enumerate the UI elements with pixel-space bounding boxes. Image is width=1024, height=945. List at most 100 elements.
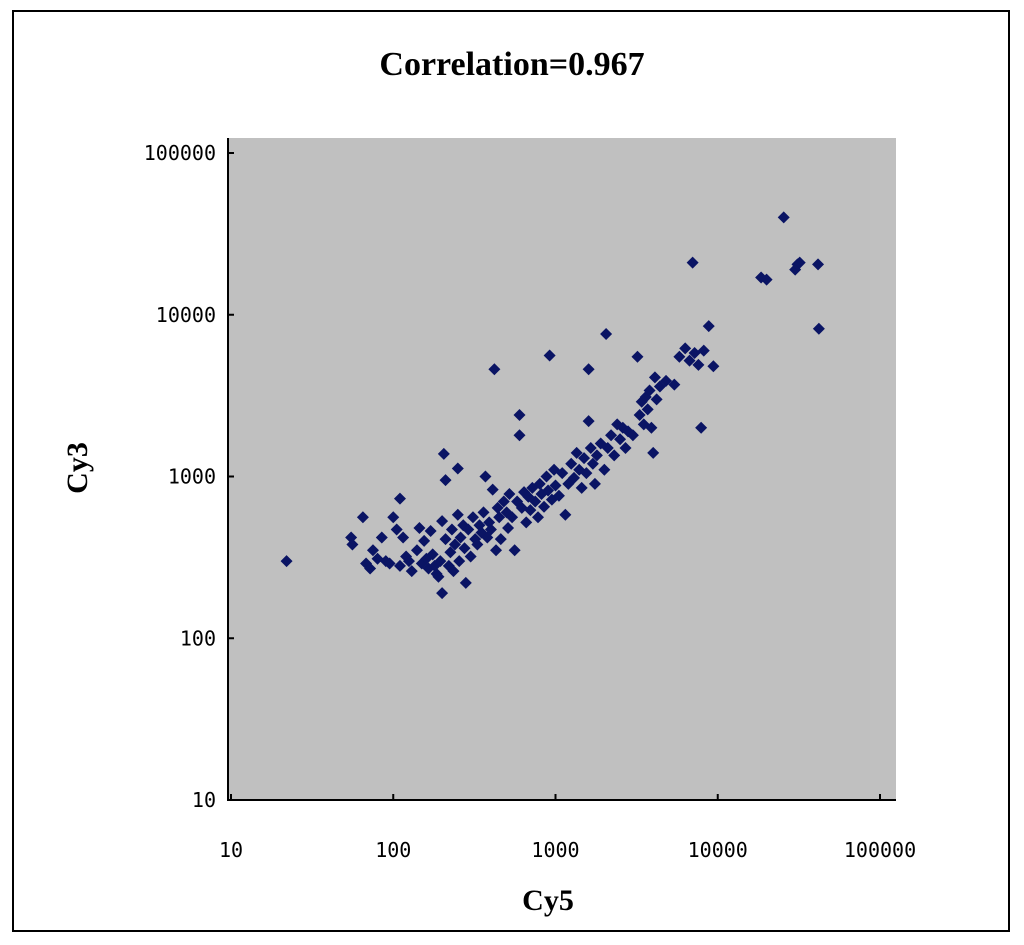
data-point [812, 258, 825, 271]
data-point [648, 371, 661, 384]
data-point [387, 511, 400, 524]
data-point [448, 538, 461, 551]
axes [227, 138, 896, 801]
data-point [614, 433, 627, 446]
data-point [410, 544, 423, 557]
data-point [458, 542, 471, 555]
data-point [494, 533, 507, 546]
data-point [466, 511, 479, 524]
data-point [437, 447, 450, 460]
chart-title: Correlation=0.967 [379, 46, 645, 83]
data-point [393, 559, 406, 572]
data-point [688, 347, 701, 360]
data-point [567, 471, 580, 484]
data-point [439, 533, 452, 546]
data-point [390, 523, 403, 536]
x-tick-label: 10000 [688, 838, 748, 862]
data-point [393, 492, 406, 505]
data-point [549, 479, 562, 492]
data-point [364, 562, 377, 575]
data-point [515, 501, 528, 514]
data-point [503, 487, 516, 500]
x-tick-label: 100 [375, 838, 411, 862]
x-tick-label: 100000 [844, 838, 916, 862]
data-points [280, 211, 825, 600]
data-point [668, 378, 681, 391]
data-point [524, 504, 537, 517]
data-point [405, 565, 418, 578]
data-point [533, 477, 546, 490]
data-point [565, 457, 578, 470]
data-point [578, 452, 591, 465]
data-point [502, 522, 515, 535]
y-tick-label: 100 [180, 626, 216, 650]
data-point [413, 522, 426, 535]
data-point [520, 516, 533, 529]
data-point [686, 256, 699, 269]
data-point [479, 470, 492, 483]
data-point [812, 322, 825, 335]
data-point [556, 467, 569, 480]
data-point [582, 415, 595, 428]
data-point [600, 328, 613, 341]
data-point [451, 508, 464, 521]
data-point [590, 449, 603, 462]
data-point [486, 483, 499, 496]
data-point [543, 349, 556, 362]
data-point [432, 570, 445, 583]
data-point [697, 344, 710, 357]
data-point [356, 511, 369, 524]
data-point [462, 523, 475, 536]
data-point [426, 548, 439, 561]
data-point [626, 429, 639, 442]
data-point [488, 363, 501, 376]
data-point [383, 557, 396, 570]
x-axis-label: Cy5 [522, 884, 574, 917]
data-point [471, 538, 484, 551]
y-tick-label: 10000 [156, 303, 216, 327]
data-point [490, 544, 503, 557]
data-point [402, 555, 415, 568]
data-point [513, 409, 526, 422]
data-point [497, 495, 510, 508]
data-point [540, 470, 553, 483]
data-point [650, 393, 663, 406]
data-point [346, 538, 359, 551]
data-point [529, 495, 542, 508]
data-point [484, 523, 497, 536]
data-point [633, 409, 646, 422]
data-point [375, 531, 388, 544]
data-point [641, 403, 654, 416]
data-point [586, 457, 599, 470]
data-point [493, 511, 506, 524]
data-point [439, 474, 452, 487]
data-point [464, 550, 477, 563]
data-point [513, 429, 526, 442]
data-point [477, 506, 490, 519]
data-point [559, 508, 572, 521]
data-point [366, 544, 379, 557]
data-point [647, 446, 660, 459]
data-point [692, 358, 705, 371]
data-point [777, 211, 790, 224]
data-point [397, 531, 410, 544]
data-point [608, 449, 621, 462]
data-point [707, 360, 720, 373]
data-point [459, 576, 472, 589]
data-point [679, 342, 692, 355]
data-point [542, 484, 555, 497]
data-point [673, 350, 686, 363]
data-point [695, 421, 708, 434]
data-point [793, 256, 806, 269]
data-point [424, 525, 437, 538]
data-point [584, 442, 597, 455]
data-point [491, 501, 504, 514]
data-point [760, 273, 773, 286]
data-point [552, 489, 565, 502]
data-point [508, 544, 521, 557]
y-tick-label: 100000 [144, 141, 216, 165]
data-point [645, 421, 658, 434]
data-point [436, 515, 449, 528]
data-point [445, 523, 458, 536]
